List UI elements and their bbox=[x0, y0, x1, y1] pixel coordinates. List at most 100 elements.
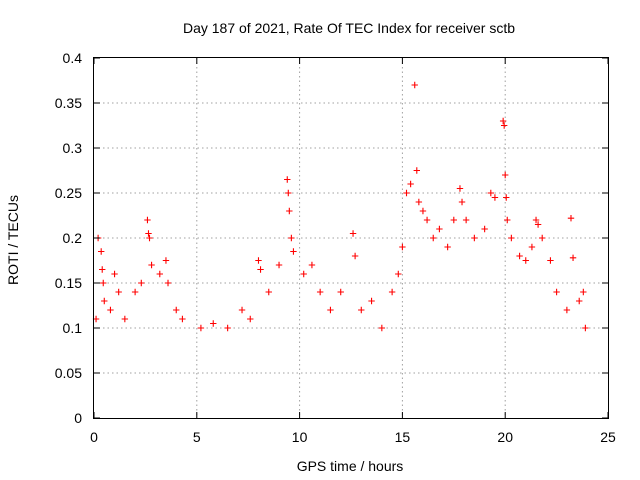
y-tick-label: 0.25 bbox=[55, 185, 82, 201]
data-point bbox=[491, 194, 499, 201]
data-point bbox=[450, 216, 457, 224]
data-point bbox=[553, 288, 560, 296]
data-point bbox=[111, 270, 118, 278]
data-point bbox=[255, 257, 262, 264]
data-point bbox=[471, 234, 478, 242]
y-axis-label: ROTI / TECUs bbox=[5, 195, 21, 285]
data-point bbox=[308, 261, 316, 269]
data-point bbox=[368, 297, 375, 305]
data-point bbox=[522, 257, 529, 264]
data-point bbox=[351, 252, 359, 260]
data-point bbox=[444, 243, 451, 251]
data-point bbox=[173, 306, 180, 314]
data-point bbox=[107, 306, 114, 314]
data-point bbox=[499, 117, 507, 125]
data-point bbox=[532, 216, 540, 224]
data-point bbox=[403, 189, 410, 197]
data-point bbox=[487, 189, 495, 197]
y-tick-label: 0.2 bbox=[63, 230, 83, 246]
data-point bbox=[378, 324, 386, 332]
data-point bbox=[275, 261, 283, 269]
data-point bbox=[300, 270, 307, 278]
data-point bbox=[148, 261, 155, 269]
data-point bbox=[99, 266, 106, 273]
data-point bbox=[179, 315, 186, 323]
data-point bbox=[224, 324, 231, 332]
data-points bbox=[92, 81, 589, 332]
x-tick-label: 20 bbox=[497, 429, 513, 445]
data-point bbox=[458, 198, 466, 206]
data-point bbox=[436, 225, 443, 233]
y-tick-label: 0.1 bbox=[63, 320, 83, 336]
data-point bbox=[138, 279, 145, 287]
y-tick-label: 0.15 bbox=[55, 275, 82, 291]
data-point bbox=[247, 315, 254, 323]
data-point bbox=[162, 257, 170, 264]
data-point bbox=[97, 248, 105, 255]
data-point bbox=[197, 324, 205, 332]
data-point bbox=[146, 234, 153, 242]
x-tick-label: 15 bbox=[395, 429, 411, 445]
data-point bbox=[115, 288, 122, 296]
data-point bbox=[210, 320, 217, 327]
data-point bbox=[569, 254, 577, 261]
data-point bbox=[337, 288, 344, 296]
data-point bbox=[504, 216, 511, 224]
data-point bbox=[582, 324, 589, 332]
data-point bbox=[358, 306, 365, 314]
y-tick-label: 0.3 bbox=[63, 140, 83, 156]
data-point bbox=[288, 234, 295, 242]
data-point bbox=[580, 288, 587, 296]
data-point bbox=[567, 215, 575, 222]
data-point bbox=[290, 248, 297, 255]
data-point bbox=[534, 221, 542, 228]
data-point bbox=[238, 306, 246, 314]
data-point bbox=[407, 180, 414, 188]
data-point bbox=[349, 230, 357, 237]
data-point bbox=[423, 216, 431, 224]
data-point bbox=[265, 288, 272, 296]
y-tick-label: 0.35 bbox=[55, 95, 82, 111]
x-tick-label: 5 bbox=[193, 429, 201, 445]
data-point bbox=[388, 288, 396, 296]
data-point bbox=[327, 306, 334, 314]
data-point bbox=[131, 288, 139, 296]
data-point bbox=[528, 243, 536, 251]
data-point bbox=[395, 270, 402, 278]
data-point bbox=[539, 234, 546, 242]
data-point bbox=[164, 279, 172, 287]
data-point bbox=[257, 266, 264, 273]
data-point bbox=[286, 207, 293, 215]
axis-ticks bbox=[93, 57, 609, 419]
data-point bbox=[462, 216, 470, 224]
data-point bbox=[419, 207, 427, 215]
data-point bbox=[411, 81, 418, 89]
x-tick-label: 10 bbox=[292, 429, 308, 445]
data-point bbox=[502, 171, 509, 179]
data-point bbox=[284, 176, 291, 183]
data-point bbox=[100, 279, 107, 287]
data-point bbox=[508, 234, 515, 242]
grid-lines bbox=[94, 58, 608, 418]
data-point bbox=[413, 167, 420, 174]
chart-title: Day 187 of 2021, Rate Of TEC Index for r… bbox=[183, 20, 515, 36]
y-tick-labels: 0 0.05 0.1 0.15 0.2 0.25 0.3 0.35 0.4 bbox=[55, 50, 82, 426]
data-point bbox=[456, 185, 464, 192]
data-point bbox=[121, 315, 129, 323]
data-point bbox=[430, 234, 437, 242]
data-point bbox=[516, 252, 523, 260]
data-point bbox=[399, 243, 406, 251]
x-tick-labels: 0 5 10 15 20 25 bbox=[90, 429, 616, 445]
y-tick-label: 0 bbox=[74, 410, 82, 426]
data-point bbox=[547, 257, 554, 264]
data-point bbox=[285, 189, 292, 197]
data-point bbox=[101, 297, 108, 305]
data-point bbox=[156, 270, 163, 278]
data-point bbox=[563, 306, 571, 314]
data-point bbox=[576, 297, 583, 305]
x-axis-label: GPS time / hours bbox=[297, 458, 404, 474]
data-point bbox=[415, 198, 423, 206]
y-tick-label: 0.4 bbox=[63, 50, 83, 66]
y-tick-label: 0.05 bbox=[55, 365, 82, 381]
